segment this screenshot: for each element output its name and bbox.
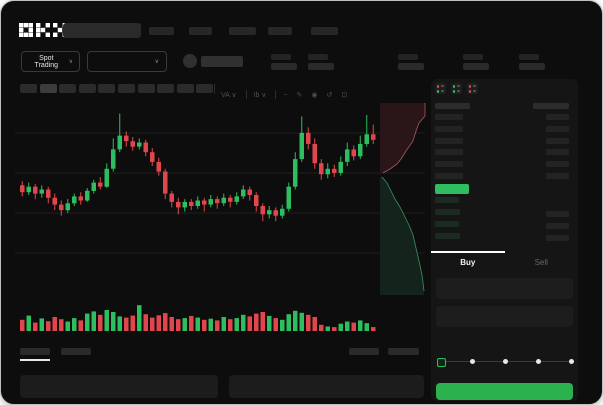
nav-item-placeholder[interactable]	[268, 27, 292, 35]
chevron-down-icon: ∨	[154, 58, 159, 65]
orderbook-bid-row[interactable]	[435, 197, 459, 203]
stat-label-placeholder	[463, 54, 483, 60]
nav-item-placeholder[interactable]	[189, 27, 212, 35]
stat-value-placeholder	[398, 63, 424, 70]
orderbook-ask-row[interactable]	[435, 173, 463, 179]
indicators-select[interactable]: Ib ∨	[253, 92, 267, 99]
fullscreen-icon[interactable]: ⊡	[341, 92, 348, 99]
slider-step-dot[interactable]	[568, 359, 574, 364]
orderbook-ask-amount[interactable]	[546, 114, 569, 120]
orderbook-trade-card: Buy Sell	[431, 79, 578, 401]
buy-submit-button[interactable]	[436, 383, 573, 400]
bottom-tab[interactable]	[388, 348, 419, 355]
bottom-tab[interactable]	[349, 348, 379, 355]
stat-label-placeholder	[271, 54, 291, 60]
stat-label-placeholder	[398, 54, 418, 60]
history-panel-placeholder[interactable]	[229, 375, 424, 398]
stat-value-placeholder	[271, 63, 297, 70]
trade-side-tabs: Buy Sell	[431, 251, 578, 271]
orderbook-bid-row[interactable]	[435, 233, 460, 239]
orderbook-ask-amount[interactable]	[546, 137, 569, 144]
bottom-tab-active-indicator	[20, 359, 50, 361]
tab-buy[interactable]: Buy	[431, 251, 505, 271]
slider-step-dot[interactable]	[469, 359, 475, 364]
camera-icon[interactable]: ◉	[311, 92, 318, 99]
market-type-dropdown[interactable]: Spot Trading ∨	[21, 51, 80, 72]
slider-handle[interactable]	[437, 358, 446, 367]
orderbook-ask-amount[interactable]	[546, 161, 569, 168]
timeframe-button[interactable]	[20, 84, 37, 93]
nav-item-placeholder[interactable]	[229, 27, 256, 35]
orderbook-ask-row[interactable]	[435, 114, 463, 120]
orderbook-ask-row[interactable]	[435, 149, 463, 156]
chart-tools: VA ∨ Ib ∨ ~ ✎ ◉ ↺ ⊡	[221, 84, 356, 102]
depth-chart[interactable]	[380, 99, 429, 299]
price-input[interactable]	[436, 278, 573, 299]
orderbook-ask-amount[interactable]	[546, 149, 569, 156]
undo-icon[interactable]: ↺	[326, 92, 333, 99]
candle-type-select[interactable]: VA ∨	[221, 92, 237, 99]
timeframe-button[interactable]	[98, 84, 116, 93]
orderbook-asks-icon[interactable]	[467, 83, 478, 94]
okx-logo[interactable]	[19, 23, 67, 37]
last-price-badge	[435, 184, 469, 194]
orderbook-ask-amount[interactable]	[546, 125, 569, 132]
stat-label-placeholder	[308, 54, 328, 60]
pair-name-placeholder	[201, 56, 243, 67]
orderbook-bid-amount[interactable]	[546, 235, 569, 241]
tab-sell[interactable]: Sell	[534, 257, 548, 267]
bottom-tab[interactable]	[61, 348, 91, 355]
toolbar-divider	[214, 84, 215, 94]
nav-item-placeholder[interactable]	[311, 27, 338, 35]
toolbar-divider	[275, 90, 277, 99]
orderbook-bid-amount[interactable]	[546, 211, 569, 217]
timeframe-button[interactable]	[137, 84, 155, 93]
orderbook-ask-row[interactable]	[435, 125, 463, 132]
draw-pencil-icon[interactable]: ✎	[296, 92, 303, 99]
candlestick-chart[interactable]	[15, 99, 431, 339]
chevron-down-icon: ∨	[68, 58, 73, 65]
orderbook-ask-row[interactable]	[435, 137, 463, 144]
timeframe-button[interactable]	[118, 84, 135, 93]
candles-svg	[15, 113, 425, 331]
depth-svg	[380, 103, 426, 295]
pair-selector-dropdown[interactable]: ∨	[87, 51, 167, 72]
orderbook-col-header	[435, 103, 470, 109]
orderbook-col-header	[533, 103, 569, 109]
orderbook-bids-icon[interactable]	[451, 83, 462, 94]
stat-value-placeholder	[463, 63, 489, 70]
timeframe-button[interactable]	[196, 84, 214, 93]
market-type-label: Spot Trading	[34, 54, 59, 69]
amount-input[interactable]	[436, 306, 573, 327]
coin-avatar	[183, 54, 197, 68]
timeframe-button[interactable]	[59, 84, 77, 93]
orderbook-bid-amount[interactable]	[546, 223, 569, 229]
nav-item-placeholder[interactable]	[149, 27, 174, 35]
bottom-tab[interactable]	[20, 348, 50, 355]
timeframe-button[interactable]	[157, 84, 175, 93]
timeframe-button[interactable]	[176, 84, 194, 93]
wave-line-icon[interactable]: ~	[283, 92, 288, 99]
orderbook-ask-amount[interactable]	[546, 173, 569, 179]
orders-panel-placeholder[interactable]	[20, 375, 218, 398]
slider-step-dot[interactable]	[535, 359, 541, 364]
orderbook-bid-row[interactable]	[435, 221, 459, 227]
stat-value-placeholder	[308, 63, 334, 70]
timeframe-button[interactable]	[39, 84, 57, 93]
timeframe-button[interactable]	[78, 84, 96, 93]
toolbar-divider	[245, 90, 247, 99]
slider-step-dot[interactable]	[502, 359, 508, 364]
stat-label-placeholder	[519, 54, 539, 60]
orderbook-ask-row[interactable]	[435, 161, 463, 168]
orderbook-both-icon[interactable]	[435, 83, 446, 94]
orderbook-bid-row[interactable]	[435, 209, 460, 215]
stat-value-placeholder	[519, 63, 545, 70]
search-input[interactable]	[63, 23, 141, 38]
